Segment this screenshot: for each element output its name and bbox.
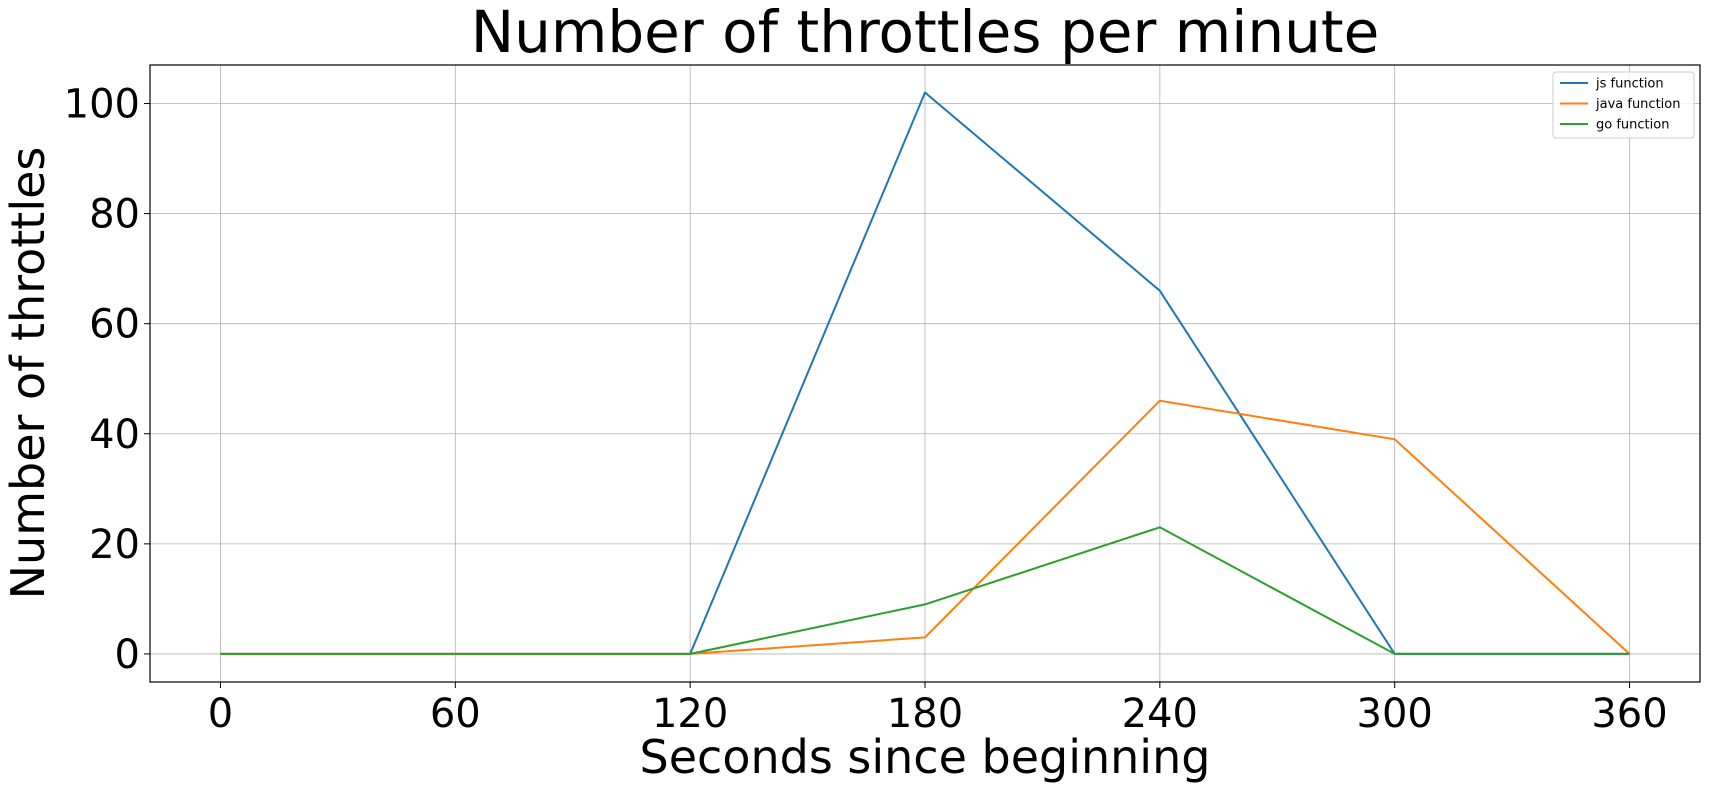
x-tick-label: 240 <box>1122 691 1198 737</box>
y-axis-ticks: 0 20 40 60 80 100 <box>64 82 150 678</box>
y-tick-label: 20 <box>89 522 140 568</box>
x-tick-label: 60 <box>430 691 481 737</box>
y-tick-label: 60 <box>89 302 140 348</box>
legend-label: go function <box>1596 118 1669 133</box>
legend-label: java function <box>1595 97 1680 112</box>
legend-label: js function <box>1595 77 1664 92</box>
x-tick-label: 120 <box>652 691 728 737</box>
legend-box <box>1552 71 1695 139</box>
y-tick-label: 0 <box>115 632 140 678</box>
x-axis-label: Seconds since beginning <box>640 730 1211 784</box>
legend: js function java function go function <box>1552 71 1695 139</box>
x-tick-label: 180 <box>887 691 963 737</box>
x-axis-ticks: 0 60 120 180 240 300 360 <box>208 682 1668 737</box>
x-tick-label: 360 <box>1591 691 1667 737</box>
x-tick-label: 0 <box>208 691 233 737</box>
x-tick-label: 300 <box>1357 691 1433 737</box>
y-tick-label: 80 <box>89 192 140 238</box>
y-axis-label: Number of throttles <box>1 147 55 600</box>
grid-lines <box>150 65 1700 682</box>
y-tick-label: 40 <box>89 412 140 458</box>
chart-title: Number of throttles per minute <box>471 0 1380 66</box>
y-tick-label: 100 <box>64 82 140 128</box>
series-line-2 <box>220 526 1630 655</box>
series-layer <box>220 91 1631 655</box>
